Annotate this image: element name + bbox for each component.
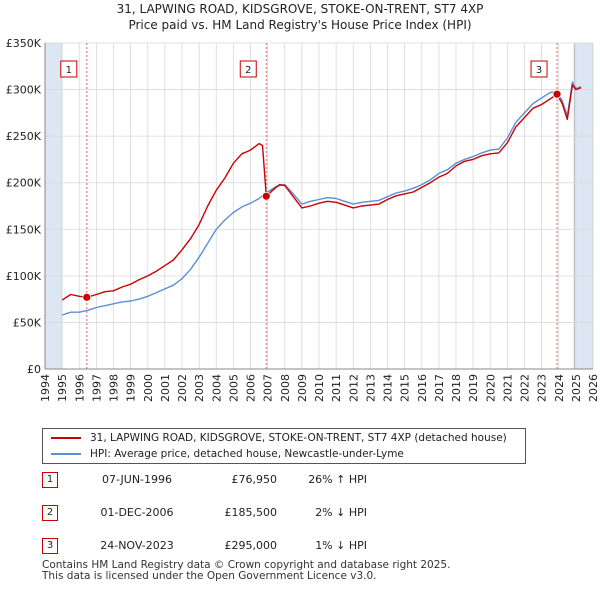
y-tick-label: £350K [6,37,42,50]
x-tick-label: 1998 [108,374,121,402]
x-tick-label: 2001 [159,374,172,402]
legend: 31, LAPWING ROAD, KIDSGROVE, STOKE-ON-TR… [42,428,526,464]
table-row: 2 01-DEC-2006 £185,500 2% ↓ HPI [42,505,442,523]
x-tick-label: 1995 [56,374,69,402]
legend-label-hpi: HPI: Average price, detached house, Newc… [90,448,404,460]
sale-hpi-diff: 2% ↓ HPI [315,506,367,519]
sale-label-number: 1 [66,65,72,76]
x-tick-label: 2026 [587,374,600,402]
sale-number-badge: 1 [42,472,58,488]
y-tick-label: £200K [6,177,42,190]
sale-date: 01-DEC-2006 [100,506,174,519]
hpi-line [61,81,582,316]
x-tick-label: 2007 [262,374,275,402]
chart-title-line2: Price paid vs. HM Land Registry's House … [128,18,472,32]
chart-title-line1: 31, LAPWING ROAD, KIDSGROVE, STOKE-ON-TR… [116,2,484,16]
sale-point [261,191,271,201]
x-tick-label: 2013 [364,374,377,402]
x-tick-label: 2025 [570,374,583,402]
footer-licence: This data is licensed under the Open Gov… [42,570,377,582]
sale-label-box [239,60,257,78]
y-tick-label: £0 [27,363,41,376]
y-tick-label: £300K [6,84,42,97]
x-tick-label: 2022 [519,374,532,402]
x-tick-label: 2016 [416,374,429,402]
x-tick-label: 1999 [125,374,138,402]
x-tick-label: 2002 [176,374,189,402]
x-tick-label: 2009 [296,374,309,402]
chart: £0 £50K £100K £150K £200K £250K £300K £350K 1994… [6,37,600,402]
x-tick-label: 2008 [279,374,292,402]
sale-label-box [530,60,548,78]
legend-swatch-property [51,437,81,439]
sale-price: £295,000 [224,539,278,552]
legend-label-property: 31, LAPWING ROAD, KIDSGROVE, STOKE-ON-TR… [90,432,507,444]
y-tick-label: £250K [6,130,42,143]
y-tick-label: £100K [6,270,42,283]
legend-item-property: 31, LAPWING ROAD, KIDSGROVE, STOKE-ON-TR… [51,430,507,446]
sale-point [82,292,92,302]
y-tick-label: £150K [6,223,42,236]
x-tick-label: 2011 [330,374,343,402]
x-tick-label: 2003 [193,374,206,402]
x-tick-label: 2018 [450,374,463,402]
sale-date: 07-JUN-1996 [101,473,173,486]
sale-label-box [60,60,78,78]
table-row: 1 07-JUN-1996 £76,950 26% ↑ HPI [42,472,442,490]
x-tick-label: 2000 [142,374,155,402]
sale-label-number: 3 [536,65,542,76]
x-tick-label: 2012 [347,374,360,402]
shaded-region [45,43,63,369]
sale-number-badge: 2 [42,505,58,521]
x-tick-label: 2019 [467,374,480,402]
x-tick-label: 2006 [245,374,258,402]
x-tick-label: 2014 [382,374,395,402]
x-tick-label: 2023 [536,374,549,402]
sale-hpi-diff: 1% ↓ HPI [315,539,367,552]
x-tick-label: 2017 [433,374,446,402]
sale-label-number: 2 [245,65,251,76]
x-tick-label: 2021 [501,374,514,402]
x-tick-label: 1997 [90,374,103,402]
shaded-region [574,43,593,369]
x-tick-label: 1996 [73,374,86,402]
x-tick-label: 1994 [39,374,52,402]
y-tick-label: £50K [13,316,42,329]
x-tick-label: 2005 [227,374,240,402]
table-row: 3 24-NOV-2023 £295,000 1% ↓ HPI [42,538,442,556]
x-tick-label: 2024 [553,374,566,402]
x-tick-label: 2004 [210,374,223,402]
legend-swatch-hpi [51,453,81,455]
property-price-line [61,84,582,301]
sale-hpi-diff: 26% ↑ HPI [308,473,367,486]
footer-copyright: Contains HM Land Registry data © Crown c… [42,559,451,571]
sale-date: 24-NOV-2023 [100,539,174,552]
sale-price: £185,500 [224,506,278,519]
sale-point [552,89,562,99]
sale-number-badge: 3 [42,538,58,554]
legend-item-hpi: HPI: Average price, detached house, Newc… [51,446,404,462]
sale-price: £76,950 [231,473,278,486]
x-tick-label: 2010 [313,374,326,402]
x-tick-label: 2015 [399,374,412,402]
x-tick-label: 2020 [484,374,497,402]
footer: Contains HM Land Registry data © Crown c… [42,560,450,582]
